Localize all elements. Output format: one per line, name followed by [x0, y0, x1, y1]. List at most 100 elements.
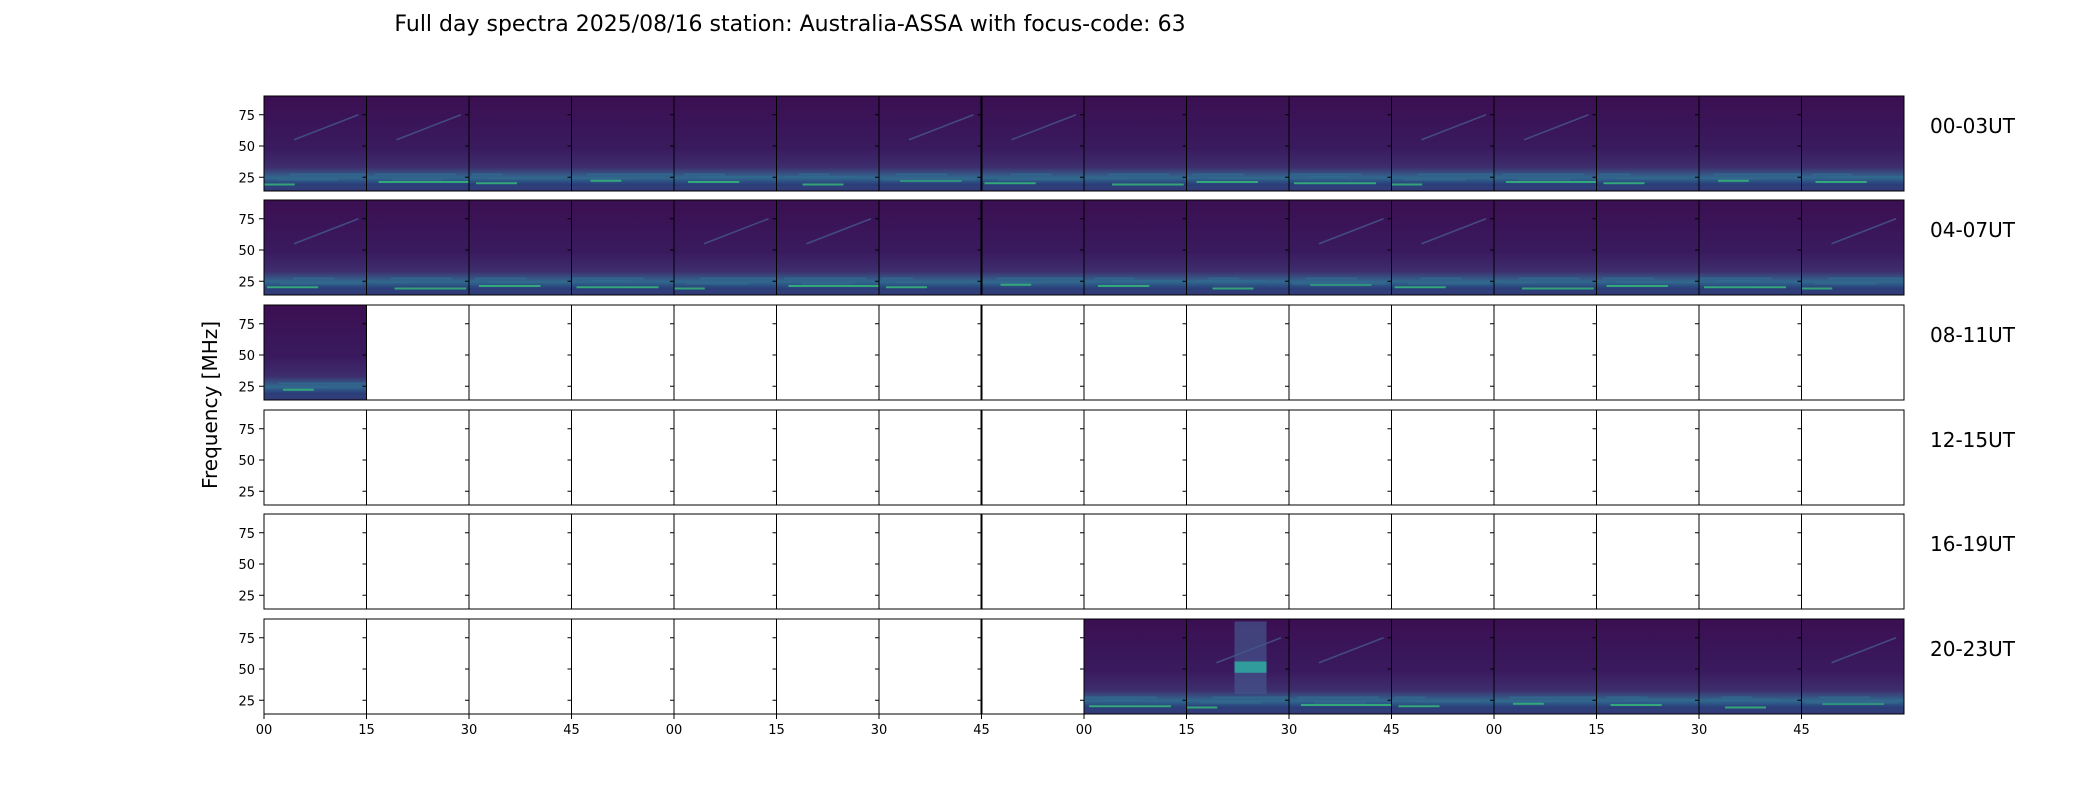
empty-panel: [1289, 514, 1392, 609]
spectrum-panel: [1596, 96, 1699, 191]
emission-band: [1111, 280, 1187, 282]
emission-band: [1606, 285, 1668, 287]
empty-panel: [469, 514, 572, 609]
emission-band: [1293, 282, 1386, 285]
emission-band: [1718, 179, 1749, 182]
noise-floor: [1596, 709, 1699, 714]
emission-band: [1606, 696, 1648, 699]
empty-panel: [1084, 514, 1187, 609]
noise-floor: [674, 186, 777, 191]
xtick-label: 30: [1691, 723, 1708, 738]
emission-band: [996, 277, 1084, 280]
spectrum-panel: [264, 305, 367, 400]
emission-band: [1502, 173, 1584, 176]
emission-band: [1417, 173, 1494, 176]
emission-band: [700, 277, 777, 280]
emission-band: [1822, 702, 1884, 705]
spectrum-panel: [1494, 200, 1597, 295]
emission-band: [1814, 282, 1876, 285]
noise-floor: [264, 395, 367, 400]
noise-floor: [1699, 709, 1802, 714]
emission-band: [374, 173, 457, 176]
emission-band: [896, 173, 948, 176]
empty-panel: [1289, 410, 1392, 505]
spectrum-panel: [1391, 96, 1494, 191]
empty-panel: [366, 514, 469, 609]
xtick-label: 00: [256, 723, 273, 738]
emission-band: [394, 287, 467, 290]
empty-panel: [1391, 514, 1494, 609]
empty-panel: [366, 305, 469, 400]
emission-band: [1599, 173, 1631, 176]
noise-floor: [1699, 290, 1802, 295]
spectrum-panel: [1186, 96, 1289, 191]
ytick-label: 25: [238, 485, 255, 500]
emission-band: [1519, 178, 1571, 181]
spectrum-panel: [571, 96, 674, 191]
emission-band: [476, 182, 517, 185]
noise-floor: [1084, 709, 1187, 714]
emission-band: [1827, 277, 1904, 280]
empty-panel: [1596, 514, 1699, 609]
emission-band: [572, 277, 645, 280]
ytick-label: 25: [238, 171, 255, 186]
spectra-row: 25 50 75 04-07UT: [238, 199, 2016, 296]
spectrum-panel: [1391, 619, 1494, 714]
spectrum-panel: [1391, 200, 1494, 295]
ytick-label: 50: [238, 454, 255, 469]
spectra-row: 25 50 75 00-03UT: [238, 95, 2016, 192]
noise-floor: [1801, 186, 1904, 191]
ytick-label: 50: [238, 663, 255, 678]
row-label: 08-11UT: [1930, 323, 2016, 347]
emission-band: [1208, 277, 1240, 280]
empty-panel: [981, 619, 1084, 714]
sweep-streak: [1831, 637, 1897, 664]
spectrum-panel: [1801, 200, 1904, 295]
noise-floor: [1289, 186, 1392, 191]
row-label: 16-19UT: [1930, 532, 2016, 556]
noise-floor: [469, 186, 572, 191]
empty-panel: [366, 619, 469, 714]
emission-band: [1700, 277, 1772, 280]
emission-band: [798, 173, 830, 176]
emission-band: [899, 281, 971, 284]
spectrum-panel: [366, 200, 469, 295]
xtick-label: 45: [973, 723, 990, 738]
empty-panel: [776, 514, 879, 609]
emission-band: [590, 179, 622, 182]
noise-floor: [1494, 186, 1597, 191]
ytick-label: 25: [238, 275, 255, 290]
xtick-label: 00: [666, 723, 683, 738]
spectrum-panel: [981, 96, 1084, 191]
emission-band: [573, 177, 635, 180]
empty-panel: [264, 514, 367, 609]
empty-panel: [1801, 410, 1904, 505]
noise-floor: [571, 290, 674, 295]
empty-panel: [1494, 305, 1597, 400]
empty-panel: [1801, 305, 1904, 400]
empty-panel: [571, 619, 674, 714]
noise-floor: [1084, 290, 1187, 295]
emission-band: [1310, 283, 1372, 286]
emission-band: [1192, 173, 1244, 176]
empty-panel: [1699, 305, 1802, 400]
row-label: 04-07UT: [1930, 218, 2016, 242]
empty-panel: [1699, 514, 1802, 609]
emission-band: [1602, 277, 1654, 280]
empty-panel: [1596, 410, 1699, 505]
empty-panel: [264, 410, 367, 505]
emission-band: [1294, 182, 1376, 185]
empty-panel: [879, 619, 982, 714]
emission-band: [802, 183, 844, 186]
spectrum-panel: [674, 200, 777, 295]
xtick-label: 45: [563, 723, 580, 738]
emission-band: [1000, 283, 1032, 286]
sweep-streak: [1523, 114, 1589, 141]
emission-band: [264, 183, 295, 186]
row-frame: [263, 304, 1905, 401]
emission-band: [489, 177, 561, 180]
noise-floor: [1596, 290, 1699, 295]
empty-panel: [776, 305, 879, 400]
empty-panel: [1391, 305, 1494, 400]
